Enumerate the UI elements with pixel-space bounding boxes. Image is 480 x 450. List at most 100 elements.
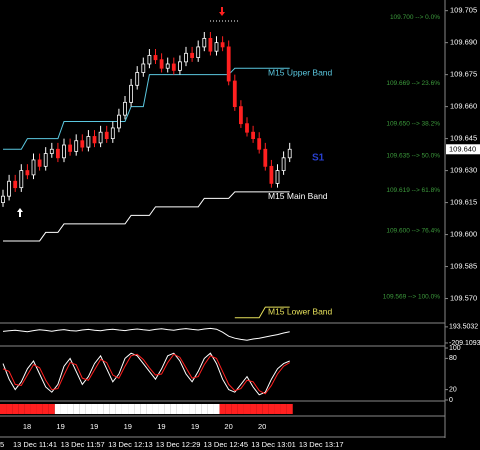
- candle-body: [25, 170, 30, 176]
- candle-body: [275, 170, 280, 184]
- band-line: [3, 67, 290, 150]
- strip-cell: [128, 404, 135, 414]
- panel-label: 19: [90, 422, 98, 431]
- y-tick-label: 109.585: [450, 262, 477, 271]
- strip-cell: [274, 404, 281, 414]
- candle-body: [62, 144, 66, 159]
- y-tick-label: 109.675: [450, 70, 477, 79]
- strip-cell: [189, 404, 196, 414]
- candle-body: [37, 159, 42, 167]
- strip-cell: [121, 404, 129, 414]
- candle-body: [202, 37, 207, 48]
- candle-body: [123, 101, 127, 116]
- strip-cell: [286, 404, 293, 414]
- band-line: [234, 306, 290, 319]
- y-tick-label: 109.690: [450, 38, 477, 47]
- strip-cell: [268, 404, 275, 414]
- strip-cell: [54, 404, 61, 414]
- candle-body: [238, 106, 243, 125]
- indicator-line: [2, 327, 290, 341]
- y-tick-label: 109.660: [450, 102, 477, 111]
- candle-body: [1, 195, 5, 203]
- panel-label: 20: [224, 422, 232, 431]
- fib-label: 109.669 --> 23.6%: [386, 80, 440, 87]
- indicator-line: [2, 352, 290, 396]
- last-price-label: 109.640: [449, 144, 476, 153]
- x-tick-label: 13 Dec 12:13: [108, 440, 153, 449]
- strip-cell: [280, 404, 287, 414]
- candle-body: [257, 138, 262, 150]
- strip-cell: [250, 404, 257, 414]
- y-tick-label: 109.600: [450, 230, 477, 239]
- candle-body: [171, 63, 176, 71]
- strip-cell: [36, 404, 43, 414]
- strip-cell: [18, 404, 25, 414]
- x-tick-label: 13 Dec 11:57: [61, 440, 105, 449]
- candle-body: [92, 136, 97, 144]
- strip-cell: [109, 404, 116, 414]
- y-tick-label: 109.705: [450, 6, 477, 15]
- panel-label: 19: [124, 422, 132, 431]
- fib-label: 109.635 --> 50.0%: [386, 153, 440, 160]
- strip-cell: [158, 404, 165, 414]
- candle-body: [56, 148, 60, 159]
- strip-cell: [48, 404, 55, 414]
- strip-cell: [79, 404, 86, 414]
- candle-body: [117, 114, 121, 129]
- strip-cell: [30, 404, 37, 414]
- strip-cell: [195, 404, 202, 414]
- y-tick-label: 109.615: [450, 198, 477, 207]
- strip-cell: [176, 404, 183, 414]
- candle-body: [19, 170, 24, 189]
- candle-body: [208, 37, 213, 52]
- fib-label: 109.569 --> 100.0%: [383, 293, 440, 300]
- down-arrow: [219, 7, 225, 16]
- strip-cell: [237, 404, 244, 414]
- panel-label: 19: [191, 422, 199, 431]
- y-tick-label: 193.5032: [449, 324, 478, 331]
- candle-body: [196, 46, 201, 58]
- strip-cell: [262, 404, 269, 414]
- band-line: [3, 191, 290, 242]
- candle-body: [251, 131, 256, 140]
- candle-body: [31, 159, 36, 176]
- band-label: M15 Upper Band: [268, 67, 333, 77]
- candle-body: [141, 63, 146, 73]
- candle-body: [214, 42, 219, 52]
- candle-body: [220, 42, 225, 48]
- x-tick-label: 13 Dec 13:01: [251, 440, 296, 449]
- band-label: M15 Lower Band: [268, 306, 333, 316]
- strip-cell: [213, 404, 220, 414]
- panel-label: 19: [157, 422, 165, 431]
- strip-cell: [134, 404, 141, 414]
- strip-cell: [164, 404, 171, 414]
- candle-body: [129, 84, 134, 103]
- y-tick-label: 109.645: [450, 134, 477, 143]
- strip-cell: [219, 404, 226, 414]
- strip-cell: [201, 404, 208, 414]
- strip-cell: [152, 404, 159, 414]
- candle-body: [43, 153, 48, 167]
- strip-cell: [24, 404, 31, 414]
- candle-body: [49, 148, 54, 154]
- strip-cell: [91, 404, 98, 414]
- candle-body: [263, 148, 268, 167]
- strip-cell: [170, 404, 177, 414]
- candle-body: [287, 148, 292, 159]
- fib-label: 109.619 --> 61.8%: [386, 187, 440, 194]
- candle-body: [147, 55, 152, 65]
- strip-cell: [256, 404, 263, 414]
- strip-cell: [42, 404, 49, 414]
- strip-cell: [182, 404, 190, 414]
- candle-body: [110, 127, 115, 140]
- y-tick-label: 20: [449, 386, 457, 393]
- panel-label: 18: [23, 422, 31, 431]
- strip-cell: [67, 404, 74, 414]
- candle-body: [86, 136, 91, 148]
- strip-cell: [207, 404, 214, 414]
- candle-body: [245, 123, 249, 133]
- candle-body: [98, 131, 103, 144]
- y-tick-label: -209.1093: [449, 340, 480, 347]
- x-tick-label: 13 Dec 11:41: [13, 440, 57, 449]
